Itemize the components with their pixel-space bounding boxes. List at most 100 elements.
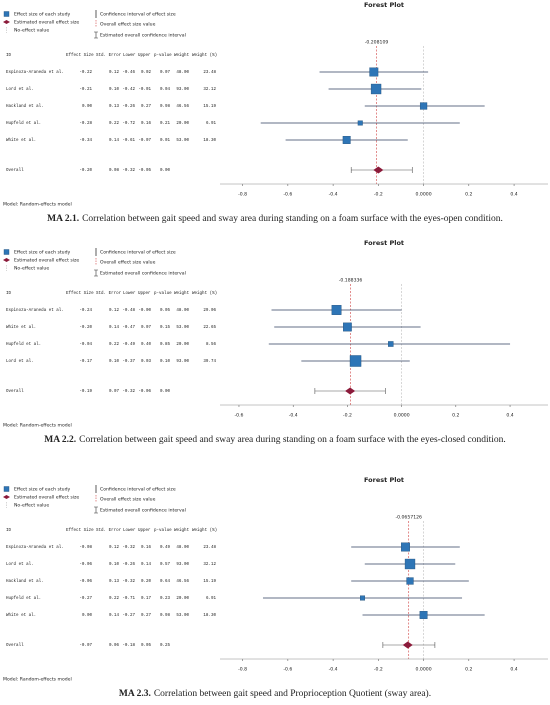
- effect-square: [419, 102, 428, 110]
- plot-title: Forest Plot: [364, 239, 404, 247]
- overall-id: Overall: [6, 389, 24, 394]
- ref-label: -0.0657126: [395, 515, 422, 521]
- cell: 53.00: [176, 139, 189, 143]
- overall-diamond: [402, 641, 413, 649]
- cell: -0.32: [122, 546, 135, 550]
- column-header: Upper: [138, 54, 151, 58]
- cell: 18.30: [203, 139, 216, 143]
- cell: 48.00: [176, 309, 189, 313]
- legend-label: Overall effect size value: [100, 22, 156, 28]
- cell: -0.06: [138, 390, 151, 394]
- study-id: Lord et al.: [6, 359, 34, 364]
- cell: 15.19: [203, 580, 216, 584]
- cell: 20.00: [176, 597, 189, 601]
- cell: 0.98: [160, 614, 171, 618]
- column-header: Upper: [138, 529, 151, 533]
- cell: 46.56: [176, 105, 189, 109]
- cell: 0.22: [109, 122, 120, 126]
- column-header: Weight: [174, 53, 190, 58]
- column-header: Effect Size: [66, 53, 94, 58]
- cell: 93.00: [176, 563, 189, 567]
- cell: -0.32: [122, 580, 135, 584]
- study-id: Espinoza-Araneda et al.: [6, 545, 64, 550]
- cell: 0.17: [141, 597, 152, 601]
- model-note: Model: Random-effects model: [3, 423, 72, 429]
- x-tick-label: 0.4: [510, 667, 517, 673]
- cell: 0.23: [160, 597, 171, 601]
- column-header: Lower: [123, 529, 136, 533]
- cell: -0.42: [122, 88, 135, 92]
- x-tick-label: 0.0000: [416, 667, 432, 673]
- effect-square: [342, 136, 351, 144]
- cell: 0.27: [141, 614, 152, 618]
- column-header: ID: [6, 529, 12, 533]
- x-tick-label: 0.2: [465, 192, 472, 198]
- cell: 0.00: [160, 169, 171, 173]
- cell: 0.07: [109, 390, 120, 394]
- effect-square: [331, 305, 342, 315]
- cell: 0.27: [141, 105, 152, 109]
- cell: 93.00: [176, 88, 189, 92]
- column-header: Std. Error: [96, 291, 122, 296]
- cell: 0.22: [109, 597, 120, 601]
- caption-text: Correlation between gait speed and sway …: [82, 213, 503, 224]
- cell: -0.47: [122, 326, 135, 330]
- cell: 0.14: [109, 326, 120, 330]
- caption: MA 2.1. Correlation between gait speed an…: [47, 213, 503, 224]
- cell: -0.18: [122, 644, 135, 648]
- column-header: Lower: [123, 54, 136, 58]
- cell: -0.05: [138, 169, 151, 173]
- overall-id: Overall: [6, 168, 24, 173]
- legend-label: Effect size of each study: [14, 250, 70, 256]
- x-tick-label: -0.4: [329, 192, 338, 198]
- legend-label: Effect size of each study: [14, 487, 70, 493]
- column-header: Weight: [174, 528, 190, 533]
- overall-id: Overall: [6, 643, 24, 648]
- x-tick-label: -0.4: [329, 667, 338, 673]
- cell: -0.61: [122, 139, 135, 143]
- column-header: ID: [6, 54, 12, 58]
- cell: 0.08: [109, 169, 120, 173]
- cell: 39.74: [203, 360, 216, 364]
- caption: MA 2.2. Correlation between gait speed an…: [44, 434, 506, 445]
- cell: 6.91: [206, 122, 217, 126]
- legend-label: No-effect value: [14, 28, 49, 34]
- legend-label: No-effect value: [14, 503, 49, 509]
- cell: 32.12: [203, 88, 216, 92]
- cell: -0.32: [122, 390, 135, 394]
- cell: 0.21: [160, 122, 171, 126]
- x-tick-label: -0.4: [289, 413, 298, 419]
- legend-label: Confidence interval of effect size: [100, 12, 176, 18]
- ref-label: -0.208109: [365, 40, 389, 46]
- cell: 32.12: [203, 563, 216, 567]
- cell: -0.49: [122, 343, 135, 347]
- study-id: Hupfeld et al.: [6, 121, 41, 126]
- column-header: Effect Size: [66, 528, 94, 533]
- cell: 46.56: [176, 580, 189, 584]
- x-tick-label: -0.2: [374, 667, 383, 673]
- cell: 8.56: [206, 343, 217, 347]
- cell: 29.06: [203, 309, 216, 313]
- cell: 0.49: [160, 546, 171, 550]
- legend-label: Estimated overall effect size: [14, 495, 79, 501]
- legend-square: [3, 249, 10, 255]
- cell: 0.10: [109, 88, 120, 92]
- cell: 0.12: [109, 309, 120, 313]
- cell: -0.37: [122, 360, 135, 364]
- cell: -0.71: [122, 597, 135, 601]
- cell: 18.30: [203, 614, 216, 618]
- cell: 0.10: [109, 563, 120, 567]
- cell: 0.64: [160, 580, 171, 584]
- cell: 0.85: [160, 343, 171, 347]
- model-note: Model: Random-effects model: [3, 202, 72, 208]
- column-header: p-value: [154, 528, 172, 533]
- study-id: Lord et al.: [6, 87, 34, 92]
- cell: 0.14: [109, 139, 120, 143]
- cell: 6.91: [206, 597, 217, 601]
- cell: -0.34: [79, 139, 92, 143]
- cell: 0.02: [141, 71, 152, 75]
- x-tick-label: -0.6: [283, 192, 292, 198]
- x-tick-label: -0.2: [343, 413, 352, 419]
- legend-overall-ci: [94, 269, 98, 277]
- legend-label: Estimated overall confidence interval: [100, 33, 186, 39]
